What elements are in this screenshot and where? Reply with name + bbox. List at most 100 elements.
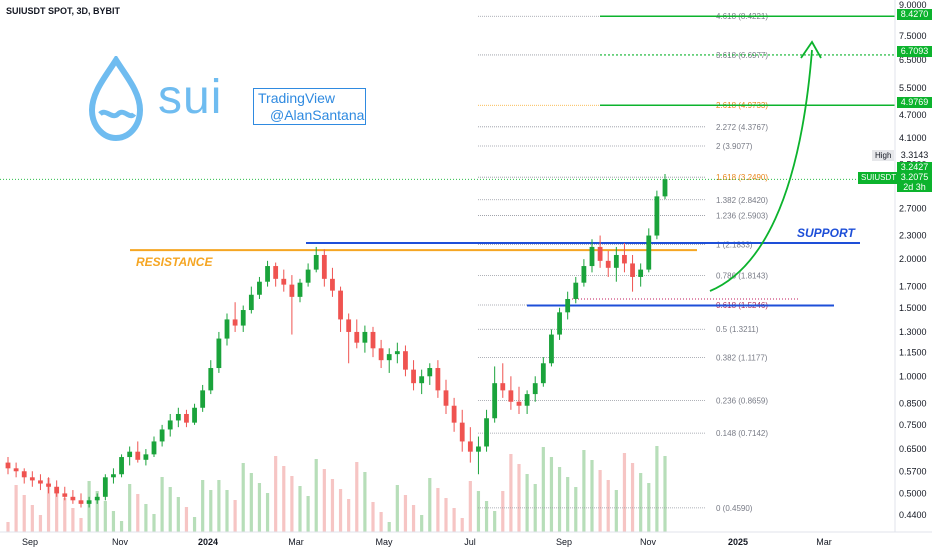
x-tick-label: Jul xyxy=(464,537,476,547)
time-axis: Sep Nov 2024 Mar May Jul Sep Nov 2025 Mar xyxy=(0,531,932,547)
fib-level-label: 1.236 (2.5903) xyxy=(716,211,768,220)
candle-body xyxy=(346,319,352,332)
volume-bar xyxy=(103,501,107,532)
fib-4618-badge: 8.4270 xyxy=(897,9,932,20)
candle-body xyxy=(232,319,238,326)
volume-bar xyxy=(111,511,116,532)
volume-bar xyxy=(590,460,594,532)
candle-body xyxy=(273,266,279,279)
tradingview-watermark: TradingView @AlanSantana xyxy=(253,88,366,125)
volume-bar xyxy=(95,491,99,532)
volume-bar xyxy=(330,479,335,532)
high-value: 3.3143 xyxy=(900,150,929,160)
volume-bar xyxy=(444,498,448,532)
candle-body xyxy=(500,383,506,391)
y-tick-label: 2.7000 xyxy=(899,203,927,213)
candlesticks xyxy=(5,174,668,508)
candle-body xyxy=(86,500,92,504)
volume-bar xyxy=(484,501,489,532)
volume-bar xyxy=(257,483,262,532)
symbol-title: SUIUSDT SPOT, 3D, BYBIT xyxy=(6,6,121,16)
volume-bar xyxy=(184,507,189,532)
projection-arrow-head xyxy=(800,40,822,59)
candle-body xyxy=(394,351,400,355)
volume-bar xyxy=(225,490,229,532)
volume-bar xyxy=(209,490,213,532)
candle-body xyxy=(313,254,319,270)
candle-body xyxy=(305,269,311,283)
volume-bar xyxy=(606,480,610,532)
volume-bar xyxy=(233,500,237,532)
candle-body xyxy=(330,278,335,291)
candle-body xyxy=(5,462,11,469)
candle-body xyxy=(159,429,165,442)
candle-body xyxy=(565,298,571,313)
volume-bar xyxy=(452,508,456,532)
candle-body xyxy=(573,282,579,299)
candle-body xyxy=(646,235,652,270)
candle-body xyxy=(29,477,35,481)
candle-body xyxy=(597,246,603,261)
candle-body xyxy=(289,284,295,297)
x-tick-label: Mar xyxy=(816,537,832,547)
y-tick-label: 5.5000 xyxy=(899,83,927,93)
candle-body xyxy=(224,319,230,339)
x-tick-label: 2024 xyxy=(198,537,218,547)
volume-bar xyxy=(379,512,383,532)
candle-body xyxy=(362,331,368,343)
volume-bar xyxy=(525,474,529,532)
volume-bar xyxy=(541,447,545,532)
candle-body xyxy=(13,468,19,472)
sui-drop-logo-icon xyxy=(88,56,144,142)
y-tick-label: 0.5700 xyxy=(899,466,927,476)
volume-bar xyxy=(46,478,51,532)
candle-body xyxy=(516,401,522,406)
volume-bar xyxy=(501,491,505,532)
candle-body xyxy=(62,493,68,497)
volume-bar xyxy=(566,477,570,532)
volume-bar xyxy=(298,486,302,532)
volume-bar xyxy=(347,499,351,532)
volume-bar xyxy=(533,484,537,532)
candle-body xyxy=(38,480,43,484)
candle-body xyxy=(167,420,173,430)
volume-bar xyxy=(55,488,59,532)
fib-level-label: 0.786 (1.8143) xyxy=(716,272,768,281)
candle-body xyxy=(265,266,270,282)
symbol-tag: SUIUSDT xyxy=(858,172,900,184)
candle-body xyxy=(411,369,416,384)
volume-bar xyxy=(420,515,424,532)
volume-bar xyxy=(655,446,659,532)
volume-bar xyxy=(549,457,554,532)
y-tick-label: 1.5000 xyxy=(899,303,927,313)
volume-bar xyxy=(411,505,416,532)
candle-body xyxy=(662,179,668,197)
volume-bar xyxy=(38,515,43,532)
volume-bar xyxy=(557,467,562,532)
volume-bar xyxy=(63,498,67,532)
volume-bar xyxy=(22,495,26,532)
candle-body xyxy=(54,486,60,494)
volume-bar xyxy=(460,518,464,532)
y-tick-label: 1.7000 xyxy=(899,282,927,292)
high-label: High xyxy=(872,150,895,161)
y-tick-label: 2.0000 xyxy=(899,254,927,264)
support-resistance-lines xyxy=(0,15,895,307)
volume-bar xyxy=(355,462,359,532)
y-tick-label: 0.6500 xyxy=(899,444,927,454)
candle-body xyxy=(419,376,425,384)
volume-bar xyxy=(395,485,399,532)
candle-body xyxy=(151,441,157,455)
price-axis: 9.00007.50006.50005.50004.70004.10003.50… xyxy=(894,0,927,532)
candle-body xyxy=(459,422,465,442)
y-tick-label: 0.7500 xyxy=(899,420,927,430)
volume-bar xyxy=(493,511,497,532)
projection-arrow-curve xyxy=(709,49,813,292)
candle-body xyxy=(435,368,441,391)
volume-bar xyxy=(30,505,34,532)
volume-bar xyxy=(152,514,156,532)
candle-body xyxy=(484,418,489,447)
candle-body xyxy=(94,496,100,501)
volume-bar xyxy=(119,521,124,532)
